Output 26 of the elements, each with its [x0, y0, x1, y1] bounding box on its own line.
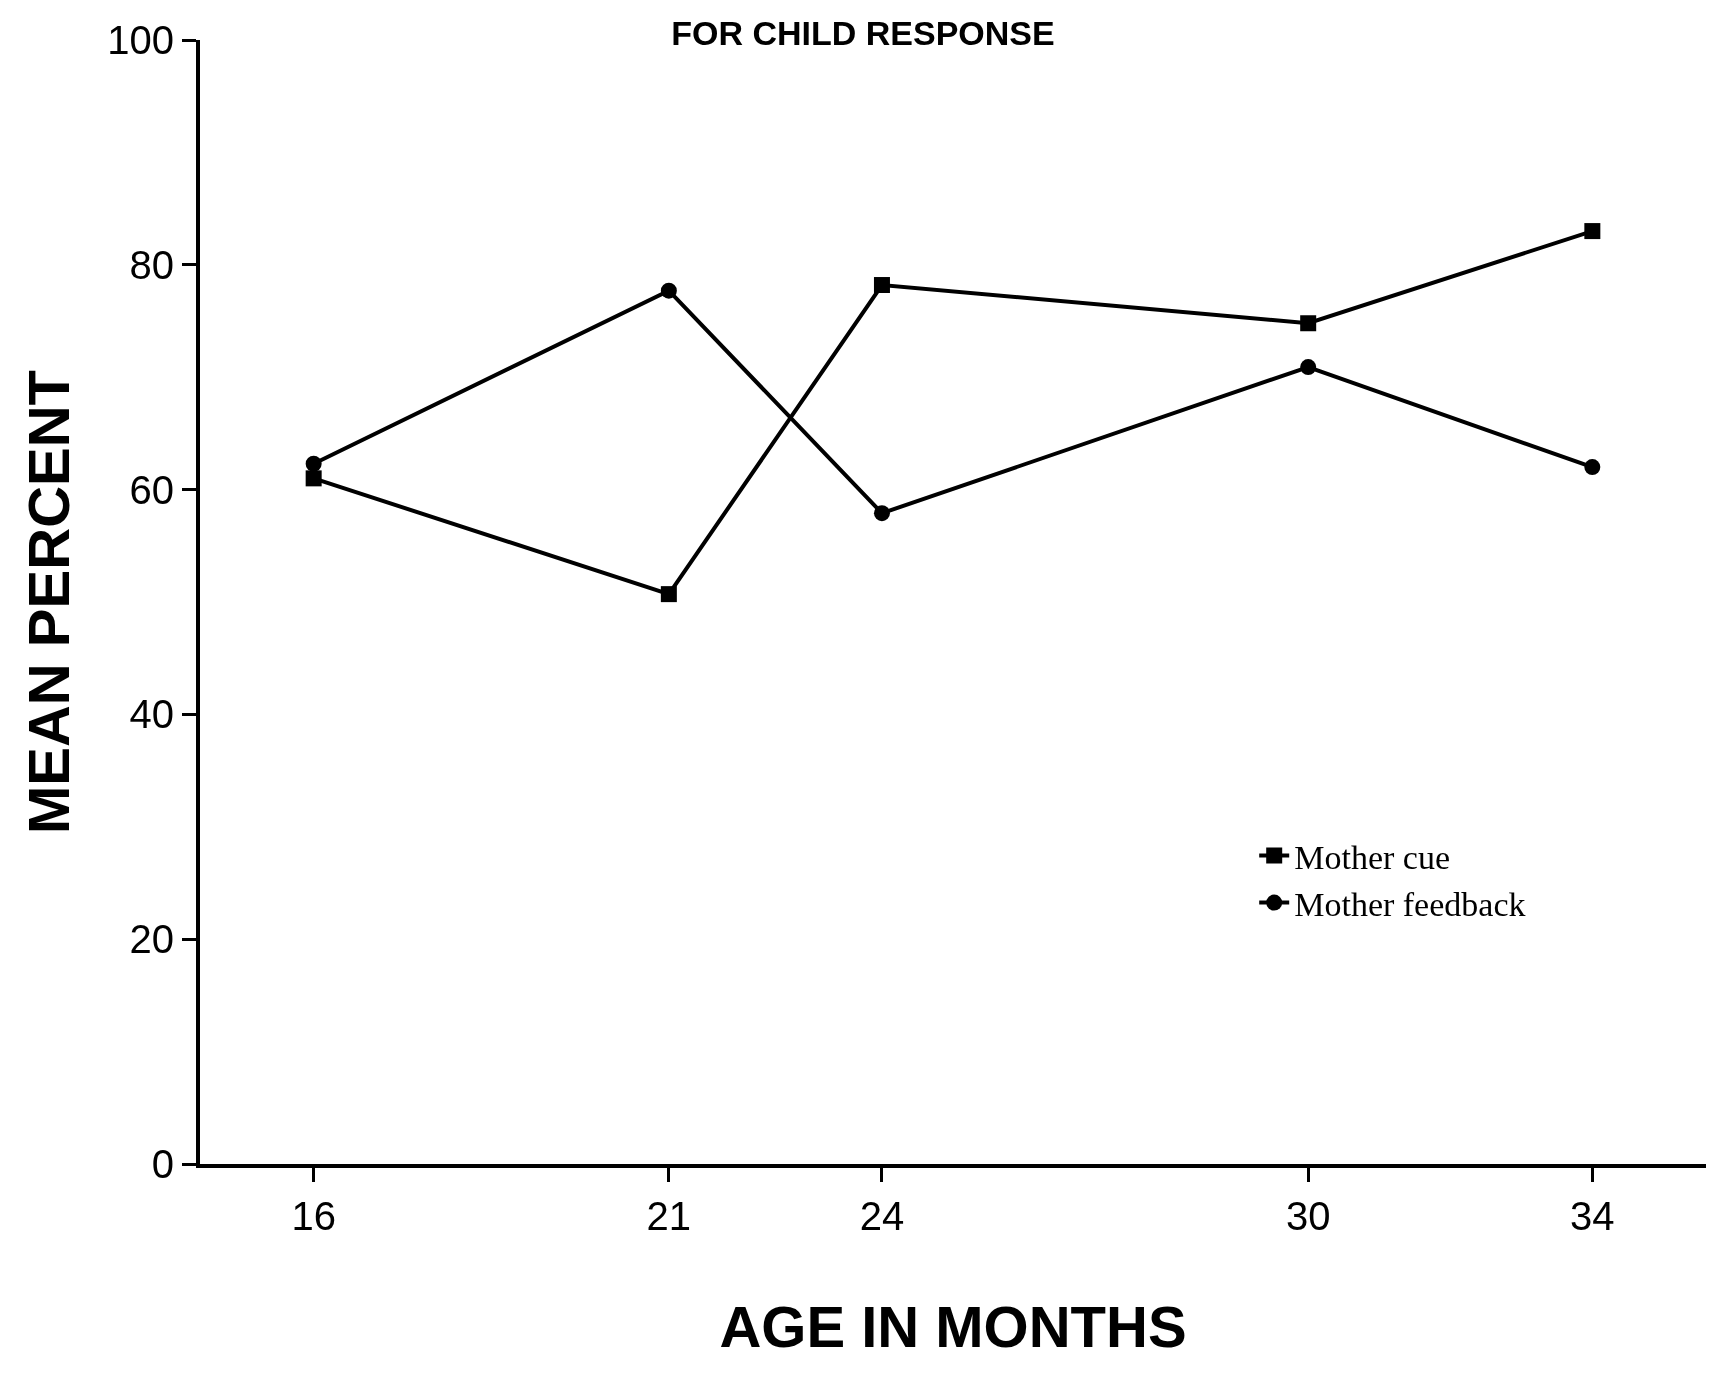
- x-axis-title: AGE IN MONTHS: [719, 1293, 1187, 1359]
- y-tick-label: 60: [129, 467, 174, 512]
- point: [660, 586, 677, 603]
- legend-label: Mother cue: [1294, 838, 1450, 876]
- point: [1584, 459, 1601, 476]
- point: [1300, 359, 1317, 376]
- y-tick-label: 0: [151, 1142, 174, 1186]
- y-tick-label: 100: [107, 18, 174, 62]
- point: [1300, 315, 1317, 332]
- point: [1584, 223, 1601, 240]
- y-tick-label: 40: [129, 692, 174, 737]
- x-tick-label: 21: [646, 1194, 692, 1238]
- y-tick-label: 80: [129, 242, 174, 287]
- legend-label: Mother feedback: [1294, 885, 1526, 923]
- chart-title: FOR CHILD RESPONSE: [671, 13, 1055, 52]
- x-tick-label: 16: [291, 1194, 336, 1238]
- point: [873, 277, 890, 294]
- point: [873, 505, 890, 522]
- x-tick-label: 24: [859, 1194, 905, 1238]
- point: [305, 470, 322, 487]
- y-tick-label: 20: [129, 917, 174, 962]
- point: [660, 282, 677, 299]
- x-tick-label: 34: [1570, 1194, 1615, 1238]
- point: [305, 455, 322, 472]
- y-axis-title: MEAN PERCENT: [15, 369, 81, 835]
- x-tick-label: 30: [1285, 1194, 1331, 1238]
